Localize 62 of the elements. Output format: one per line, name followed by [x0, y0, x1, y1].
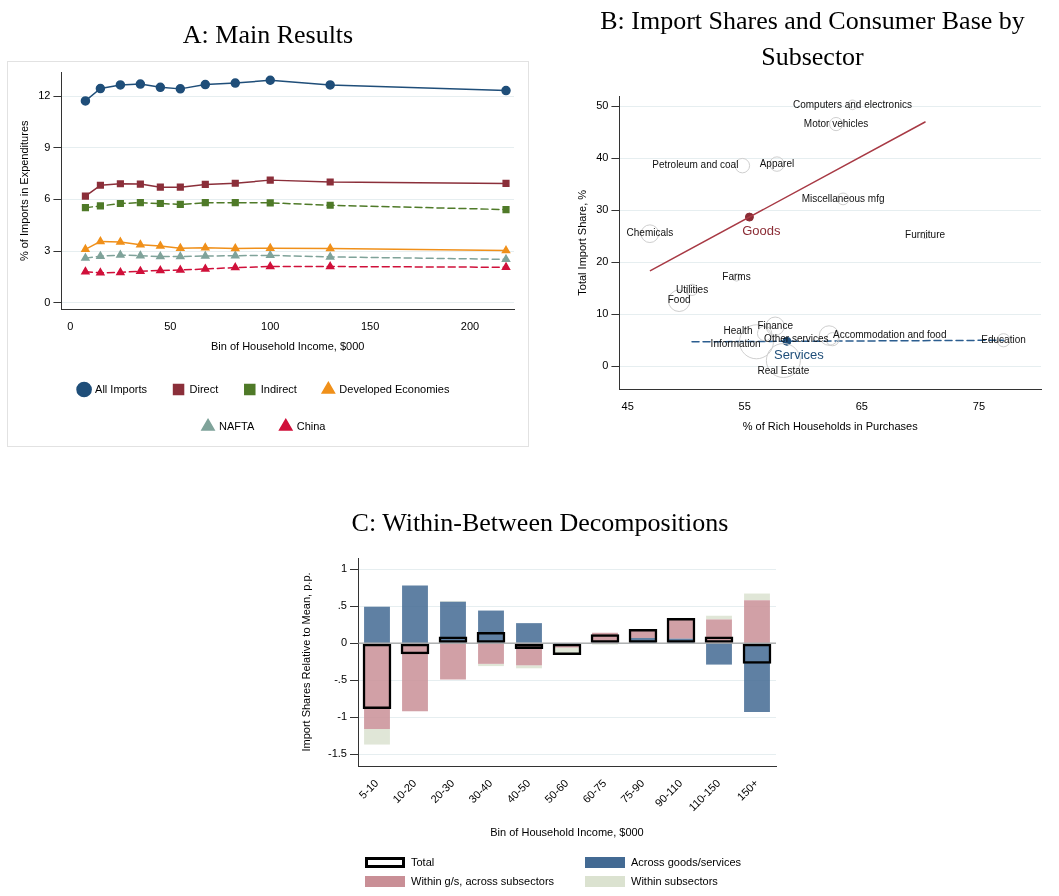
annotation: Miscellaneous mfg: [801, 192, 885, 204]
annotation: Petroleum and coal: [652, 159, 739, 171]
series-label: Services: [773, 346, 825, 362]
annotation: Apparel: [759, 157, 795, 169]
legend-label: China: [296, 419, 327, 432]
y-tick-label: 0: [44, 295, 51, 308]
annotation: Food: [667, 294, 691, 306]
y-tick-label: -.5: [334, 673, 347, 686]
legend-label: All Imports: [95, 382, 148, 395]
annotation: Farms: [722, 271, 751, 283]
legend-label: Across goods/services: [631, 856, 742, 868]
annotation: Furniture: [905, 229, 946, 241]
chart-title: A: Main Results: [181, 19, 355, 51]
legend-label: Within g/s, across subsectors: [411, 875, 555, 887]
y-axis-title: Total Import Share, %: [575, 189, 588, 296]
y-tick-label: 6: [44, 192, 51, 205]
legend-label: Total: [411, 856, 435, 868]
y-tick-label: .5: [337, 599, 347, 612]
legend-label: Within subsectors: [631, 875, 718, 887]
y-tick-label: 0: [340, 636, 347, 649]
chart-title: C: Within-Between Decompositions: [350, 507, 730, 539]
x-tick-label: 50: [164, 320, 177, 333]
annotation: Health: [723, 324, 753, 336]
legend-label: Indirect: [260, 382, 297, 395]
legend-label: Direct: [189, 382, 219, 395]
y-tick-label: 9: [44, 140, 51, 153]
y-tick-label: -1.5: [328, 747, 347, 760]
annotation: Real Estate: [757, 365, 810, 377]
series-label: Goods: [742, 222, 782, 238]
x-tick-label: 65: [855, 400, 868, 413]
y-tick-label: 10: [596, 307, 609, 320]
y-axis-title: Import Shares Relative to Mean, p.p.: [299, 572, 312, 752]
annotation: Utilities: [675, 283, 709, 295]
annotation: Chemicals: [626, 227, 674, 239]
x-tick-label: 0: [67, 320, 74, 333]
y-tick-label: -1: [337, 710, 347, 723]
y-axis-title: % of Imports in Expenditures: [17, 119, 30, 262]
x-axis-title: Bin of Household Income, $000: [210, 340, 365, 353]
chart-title: B: Import Shares and Consumer Base by Subsector: [599, 5, 1026, 73]
x-tick-label: 100: [261, 320, 280, 333]
annotation: Motor vehicles: [803, 117, 869, 129]
x-tick-label: 200: [460, 320, 480, 333]
annotation: Finance: [757, 319, 794, 331]
y-tick-label: 12: [38, 89, 51, 102]
y-tick-label: 20: [596, 255, 609, 268]
y-tick-label: 3: [44, 244, 51, 257]
y-tick-label: 0: [602, 359, 609, 372]
x-tick-label: 150: [360, 320, 380, 333]
legend-label: Developed Economies: [339, 382, 450, 395]
annotation: Computers and electronics: [792, 98, 912, 110]
annotation: Education: [981, 333, 1026, 345]
y-tick-label: 40: [596, 151, 609, 164]
x-tick-label: 45: [621, 400, 634, 413]
y-tick-label: 1: [340, 562, 347, 575]
y-tick-label: 50: [596, 99, 609, 112]
y-tick-label: 30: [596, 203, 609, 216]
x-tick-label: 75: [972, 400, 986, 413]
x-axis-title: Bin of Household Income, $000: [490, 826, 644, 839]
x-axis-title: % of Rich Households in Purchases: [742, 420, 919, 433]
annotation: Accommodation and food: [833, 329, 947, 341]
legend-label: NAFTA: [219, 419, 255, 432]
x-tick-label: 55: [738, 400, 751, 413]
